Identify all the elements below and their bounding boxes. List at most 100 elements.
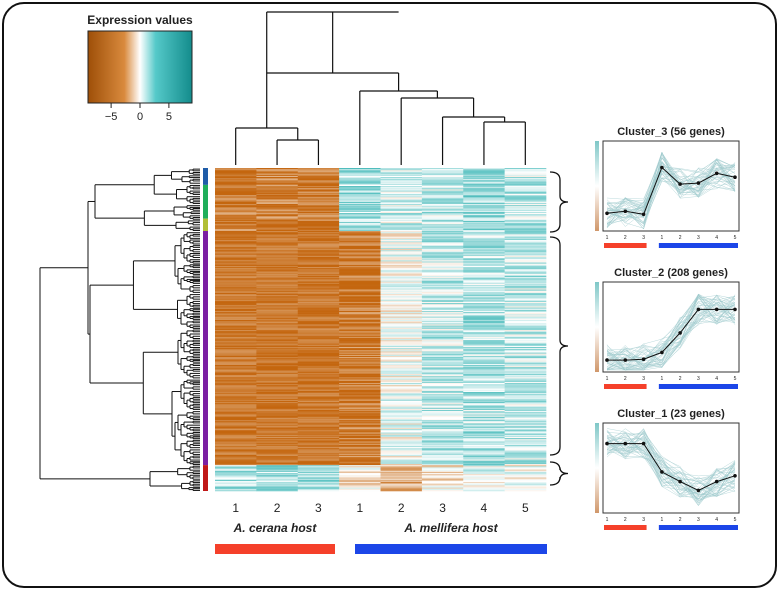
heatmap-cell	[297, 261, 340, 263]
heatmap-cell	[421, 304, 464, 306]
heatmap-cell	[504, 377, 547, 379]
heatmap-cell	[256, 184, 299, 187]
heatmap-cell	[504, 421, 547, 423]
heatmap-cell	[339, 424, 381, 427]
heatmap-cell	[504, 339, 547, 341]
heatmap-cell	[421, 237, 464, 240]
heatmap-cell	[380, 182, 423, 185]
heatmap-cell	[297, 250, 340, 252]
heatmap-cell	[297, 385, 340, 387]
heatmap-cell	[504, 253, 547, 255]
heatmap-cell	[215, 279, 257, 281]
heatmap-cell	[215, 467, 257, 469]
heatmap-cell	[215, 362, 257, 365]
heatmap-cell	[339, 304, 381, 306]
heatmap-cell	[463, 282, 505, 285]
heatmap-cell	[339, 403, 381, 405]
heatmap-cell	[504, 210, 547, 213]
heatmap-cell	[504, 263, 547, 266]
heatmap-cell	[504, 214, 547, 216]
heatmap-cell	[256, 317, 299, 320]
heatmap-cell	[256, 193, 299, 196]
heatmap-cell	[215, 478, 257, 481]
heatmap-cell	[215, 452, 257, 455]
heatmap-cell	[339, 197, 381, 199]
heatmap-cell	[504, 431, 547, 433]
heatmap-cell	[339, 423, 381, 425]
heatmap-cell	[297, 288, 340, 290]
heatmap-cell	[380, 342, 423, 344]
heatmap-cell	[297, 198, 340, 200]
heatmap-cell	[421, 359, 464, 361]
heatmap-cell	[256, 450, 299, 452]
heatmap-cell	[215, 339, 257, 341]
heatmap-cell	[380, 420, 423, 422]
heatmap-cell	[504, 361, 547, 363]
heatmap-cell	[504, 303, 547, 305]
heatmap-cell	[297, 315, 340, 317]
heatmap-cell	[463, 170, 505, 172]
heatmap-cell	[215, 258, 257, 260]
heatmap-cell	[339, 393, 381, 395]
heatmap-cell	[297, 414, 340, 416]
heatmap-cell	[215, 399, 257, 402]
heatmap-cell	[215, 483, 257, 485]
heatmap-cell	[380, 418, 423, 421]
heatmap-cell	[380, 402, 423, 404]
heatmap-cell	[504, 348, 547, 350]
heatmap-cell	[256, 399, 299, 402]
heatmap-cell	[380, 372, 423, 375]
heatmap-cell	[256, 224, 299, 226]
heatmap-cell	[380, 385, 423, 387]
heatmap-cell	[215, 422, 257, 424]
heatmap-cell	[380, 478, 423, 481]
heatmap-cell	[421, 384, 464, 386]
heatmap-cell	[215, 198, 257, 200]
heatmap-cell	[504, 170, 547, 172]
heatmap-cell	[421, 388, 464, 391]
heatmap-cell	[215, 475, 257, 477]
heatmap-cell	[256, 249, 299, 251]
heatmap-cell	[215, 425, 257, 428]
heatmap-cell	[421, 444, 464, 447]
heatmap-cell	[339, 459, 381, 461]
heatmap-cell	[256, 236, 299, 239]
gene-profile-line	[606, 296, 736, 371]
heatmap-cell	[380, 187, 423, 189]
heatmap-cell	[380, 462, 423, 465]
heatmap-cell	[297, 361, 340, 363]
heatmap-cell	[504, 427, 547, 430]
heatmap-cell	[256, 457, 299, 459]
heatmap-cell	[256, 306, 299, 308]
heatmap-cell	[380, 220, 423, 223]
heatmap-cell	[297, 207, 340, 209]
heatmap-cell	[339, 183, 381, 186]
heatmap-cell	[421, 418, 464, 421]
heatmap-cell	[256, 387, 299, 389]
heatmap-cell	[504, 434, 547, 437]
heatmap-cell	[421, 352, 464, 354]
heatmap-cell	[463, 454, 505, 457]
heatmap-cell	[463, 258, 505, 260]
heatmap-cell	[463, 281, 505, 284]
heatmap-cell	[297, 452, 340, 455]
heatmap-cell	[421, 300, 464, 303]
heatmap-cell	[463, 351, 505, 353]
cluster-panel-tick: 1	[661, 235, 664, 241]
heatmap-cell	[339, 171, 381, 173]
heatmap-cell	[421, 175, 464, 178]
heatmap-cell	[463, 224, 505, 226]
heatmap-cell	[215, 220, 257, 223]
heatmap-cell	[215, 224, 257, 226]
heatmap-cell	[297, 196, 340, 198]
heatmap-cell	[339, 182, 381, 185]
heatmap-cell	[297, 326, 340, 329]
heatmap-cell	[297, 220, 340, 223]
heatmap-cell	[380, 168, 423, 170]
heatmap-cell	[504, 231, 547, 233]
heatmap-cell	[463, 229, 505, 232]
heatmap-cell	[463, 289, 505, 291]
heatmap-cell	[504, 367, 547, 369]
heatmap-cell	[380, 287, 423, 289]
heatmap-cell	[339, 485, 381, 487]
